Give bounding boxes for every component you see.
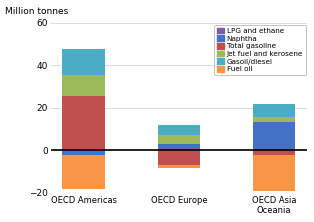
Bar: [158, 150, 200, 165]
Bar: [252, 149, 295, 150]
Bar: [252, 155, 295, 191]
Bar: [62, 75, 105, 96]
Bar: [252, 104, 295, 117]
Bar: [158, 125, 200, 135]
Bar: [252, 122, 295, 149]
Bar: [62, 155, 105, 189]
Bar: [62, 150, 105, 155]
Bar: [158, 165, 200, 168]
Legend: LPG and ethane, Naphtha, Total gasoline, Jet fuel and kerosene, Gasoil/diesel, F: LPG and ethane, Naphtha, Total gasoline,…: [214, 25, 306, 75]
Bar: [252, 150, 295, 155]
Bar: [158, 135, 200, 144]
Bar: [62, 149, 105, 150]
Bar: [252, 117, 295, 122]
Bar: [62, 96, 105, 149]
Bar: [158, 148, 200, 150]
Text: Million tonnes: Million tonnes: [5, 7, 68, 16]
Bar: [158, 144, 200, 148]
Bar: [62, 49, 105, 75]
